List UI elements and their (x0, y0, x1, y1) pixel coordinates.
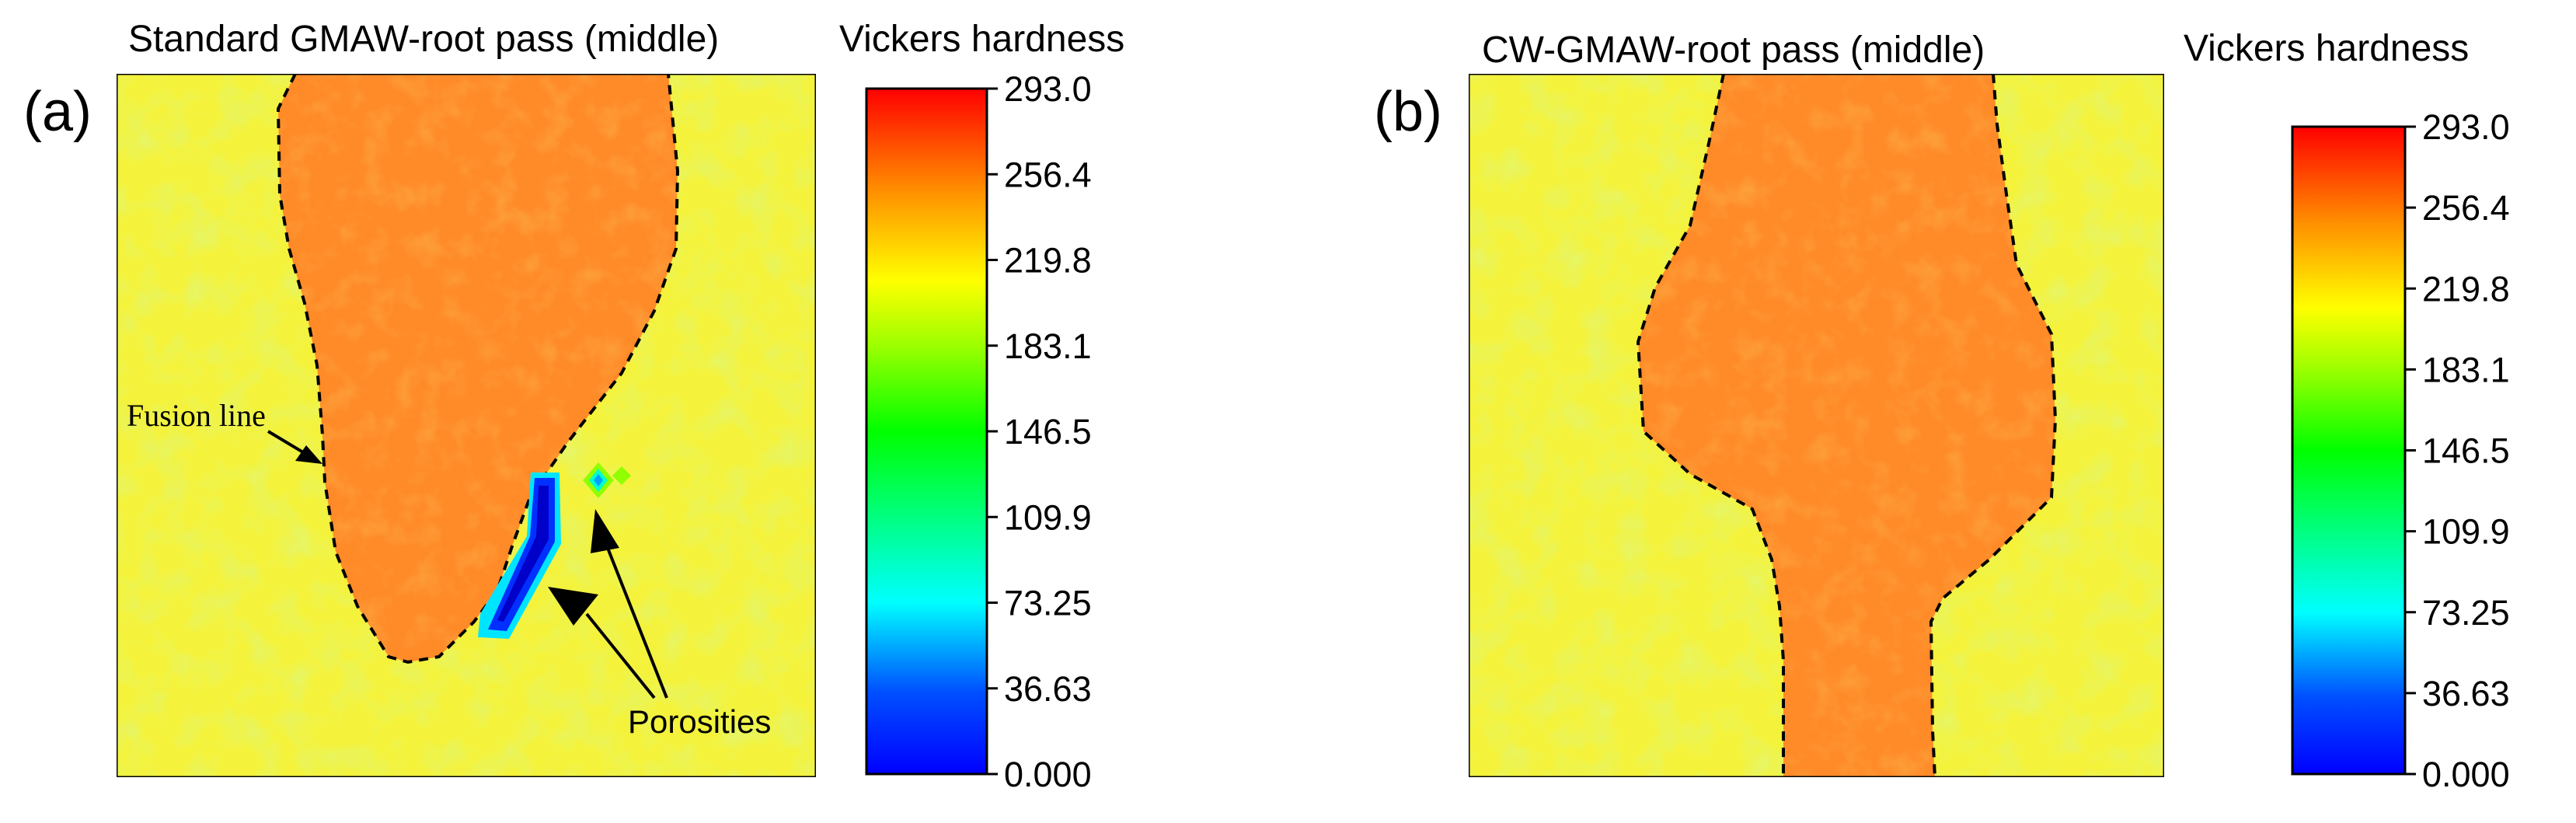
panel-b-fusion-line-right (1929, 74, 2058, 777)
colorbar-tick-label: 256.4 (1004, 155, 1092, 194)
colorbar-tick-label: 183.1 (2422, 350, 2510, 389)
colorbar-tick-label: 73.25 (2422, 593, 2510, 633)
colorbar-tick-label: 146.5 (2422, 431, 2510, 471)
colorbar-tick-label: 109.9 (2422, 512, 2510, 552)
panel-b-colorbar-title: Vickers hardness (2184, 28, 2469, 69)
panel-b-weld-texture (1638, 74, 2055, 777)
colorbar-tick-label: 0.000 (2422, 755, 2510, 794)
panel-a-colorbar: 293.0 256.4 219.8 183.1 146.5 109.9 73.25 36.63… (865, 69, 1092, 794)
colorbar-tick-label: 256.4 (2422, 188, 2510, 228)
colorbar-tick-label: 109.9 (1004, 497, 1092, 537)
panel-a-fusion-line (276, 74, 680, 664)
colorbar-tick-label: 219.8 (1004, 241, 1092, 281)
fusion-line-label: Fusion line (127, 398, 266, 433)
colorbar-tick-label: 146.5 (1004, 412, 1092, 452)
fusion-line-arrow (267, 430, 322, 464)
panel-a-title: Standard GMAW-root pass (middle) (128, 19, 719, 60)
panel-a-heatmap (117, 74, 816, 777)
colorbar-tick-label: 219.8 (2422, 269, 2510, 309)
panel-b-title: CW-GMAW-root pass (middle) (1482, 30, 1985, 71)
panel-b-heatmap (1469, 74, 2164, 777)
panel-b-label: (b) (1374, 81, 1442, 143)
colorbar-tick-label: 73.25 (1004, 584, 1092, 623)
porosity-large (478, 473, 561, 639)
panel-a-colorbar-ticks: 293.0 256.4 219.8 183.1 146.5 109.9 73.25 36.63… (987, 69, 1092, 794)
panel-a-colorbar-title: Vickers hardness (839, 19, 1124, 60)
colorbar-tick-label: 0.000 (1004, 755, 1092, 794)
porosity-small (583, 462, 631, 498)
panel-b-colorbar-ticks: 293.0 256.4 219.8 183.1 146.5 109.9 73.25 36.63… (2405, 107, 2510, 794)
panel-b-colorbar: 293.0 256.4 219.8 183.1 146.5 109.9 73.25 36.63… (2291, 107, 2510, 794)
porosities-label: Porosities (628, 703, 771, 740)
colorbar-tick-label: 293.0 (1004, 69, 1092, 109)
colorbar-tick-label: 36.63 (1004, 669, 1092, 709)
panel-b: (b) CW-GMAW-root pass (middle) Vickers h… (1374, 28, 2510, 794)
panel-a-label: (a) (23, 81, 92, 143)
panel-a-weld-texture (278, 74, 678, 662)
colorbar-tick-label: 183.1 (1004, 326, 1092, 366)
colorbar-tick-label: 36.63 (2422, 674, 2510, 713)
porosity-arrows (548, 509, 668, 699)
panel-a: (a) Standard GMAW-root pass (middle) (23, 19, 1124, 794)
colorbar-tick-label: 293.0 (2422, 107, 2510, 147)
